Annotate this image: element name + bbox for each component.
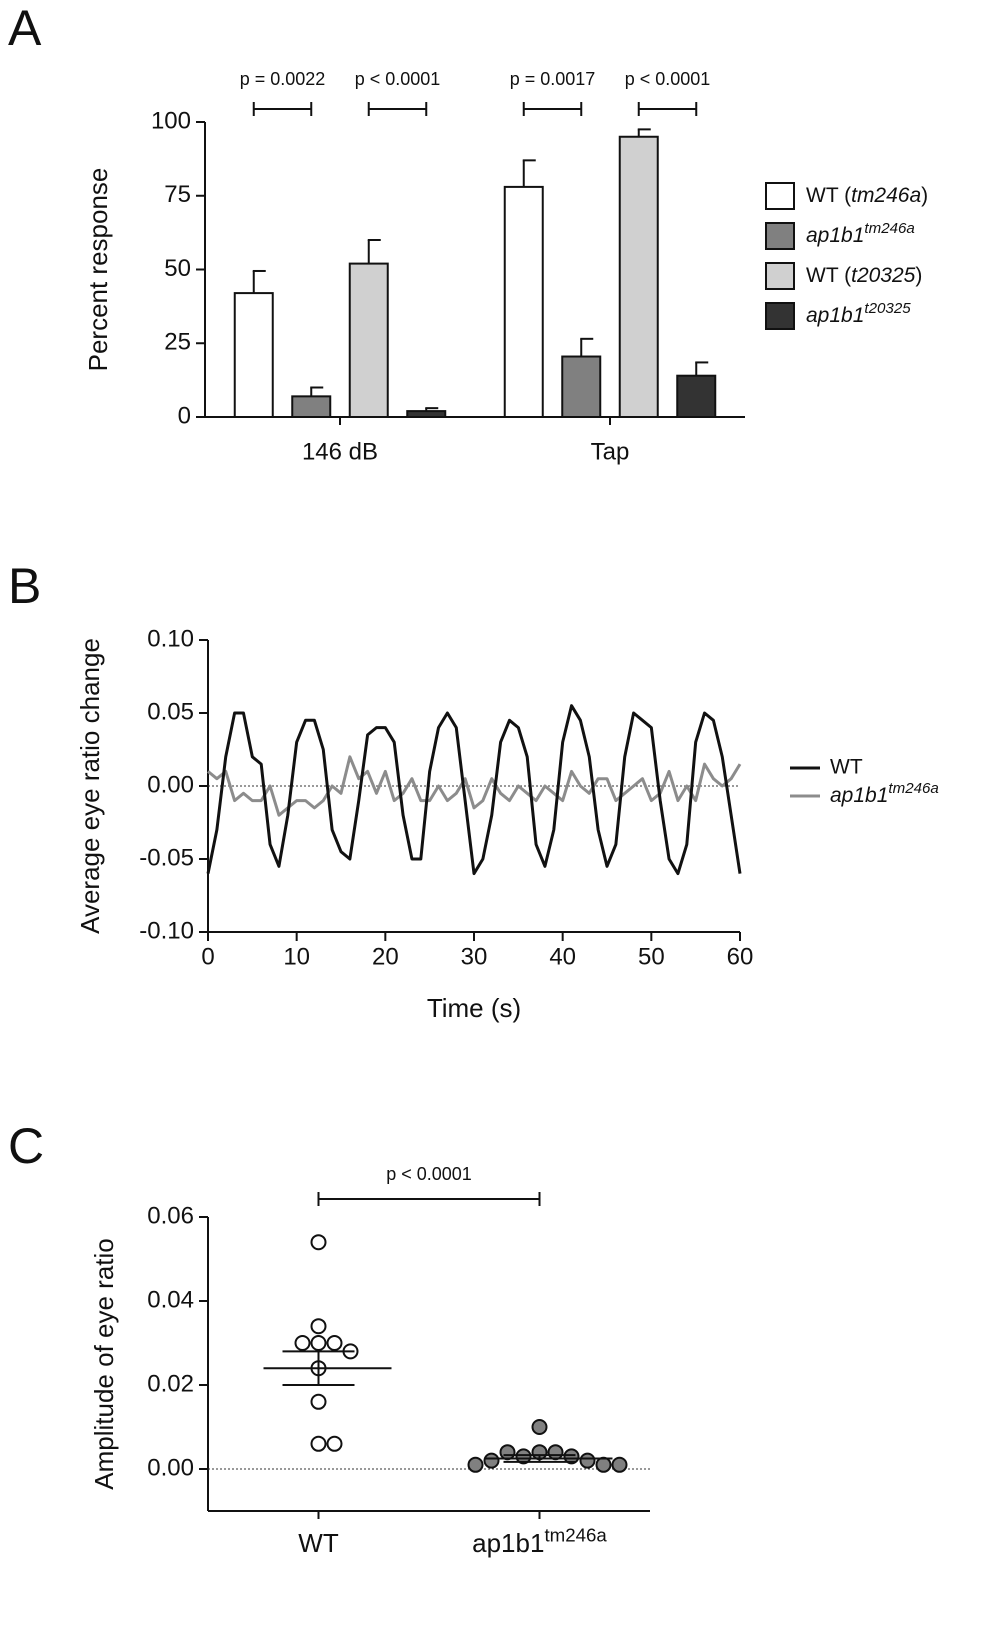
y-tick-label: 0.04 bbox=[147, 1286, 194, 1313]
data-point bbox=[310, 1318, 327, 1335]
y-tick-label: 100 bbox=[151, 107, 191, 134]
data-point bbox=[310, 1234, 327, 1251]
p-value: p < 0.0001 bbox=[625, 69, 711, 89]
legend-label: WT bbox=[830, 756, 863, 779]
significance-bracket bbox=[317, 1192, 541, 1206]
data-point bbox=[467, 1456, 484, 1473]
x-tick-label: Tap bbox=[591, 438, 630, 465]
x-tick-label: 20 bbox=[372, 943, 399, 970]
x-tick-label: 50 bbox=[638, 943, 665, 970]
y-tick-label: 0.02 bbox=[147, 1370, 194, 1397]
y-tick-label: 75 bbox=[164, 181, 191, 208]
y-tick-label: 0.00 bbox=[147, 771, 194, 798]
bar bbox=[348, 262, 389, 418]
legend-swatch bbox=[765, 302, 795, 330]
significance-bracket bbox=[252, 102, 313, 116]
bar bbox=[503, 185, 544, 418]
data-point bbox=[563, 1448, 580, 1465]
data-point bbox=[326, 1335, 343, 1351]
bar bbox=[676, 374, 717, 419]
x-tick-label: WT bbox=[298, 1528, 339, 1558]
data-line bbox=[207, 755, 742, 817]
x-axis-label: Time (s) bbox=[427, 993, 521, 1023]
y-tick-label: 0 bbox=[178, 402, 191, 429]
data-point bbox=[499, 1444, 516, 1461]
y-axis-label: Percent response bbox=[83, 168, 113, 372]
y-tick-label: -0.05 bbox=[139, 844, 194, 871]
y-axis-label: Amplitude of eye ratio bbox=[89, 1238, 119, 1489]
bar bbox=[291, 395, 332, 419]
significance-bracket bbox=[367, 102, 428, 116]
significance-bracket bbox=[637, 102, 698, 116]
y-tick-label: 25 bbox=[164, 329, 191, 356]
bar bbox=[561, 355, 602, 418]
y-tick-label: 0.06 bbox=[147, 1202, 194, 1229]
y-tick-label: 50 bbox=[164, 255, 191, 282]
bar bbox=[618, 135, 659, 418]
x-tick-label: 10 bbox=[283, 943, 310, 970]
p-value: p < 0.0001 bbox=[386, 1164, 472, 1184]
bar bbox=[233, 292, 274, 419]
legend-label: ap1b1t20325 bbox=[806, 300, 911, 326]
bar bbox=[406, 410, 447, 419]
panel-label: A bbox=[8, 0, 42, 56]
legend-swatch bbox=[765, 182, 795, 210]
data-point bbox=[483, 1452, 500, 1469]
data-point bbox=[579, 1452, 596, 1469]
y-tick-label: 0.05 bbox=[147, 698, 194, 725]
data-point bbox=[310, 1435, 327, 1452]
p-value: p < 0.0001 bbox=[355, 69, 441, 89]
y-tick-label: 0.00 bbox=[147, 1454, 194, 1481]
y-axis-label: Average eye ratio change bbox=[75, 638, 105, 934]
data-point bbox=[310, 1335, 327, 1351]
legend-label: ap1b1tm246a bbox=[806, 220, 915, 246]
data-point bbox=[595, 1456, 612, 1473]
data-point bbox=[310, 1393, 327, 1410]
legend-swatch bbox=[765, 262, 795, 290]
significance-bracket bbox=[522, 102, 583, 116]
legend-label: WT (t20325) bbox=[806, 264, 922, 287]
data-point bbox=[294, 1335, 311, 1351]
x-tick-label: 0 bbox=[201, 943, 214, 970]
y-tick-label: 0.10 bbox=[147, 625, 194, 652]
panel-label: B bbox=[8, 558, 41, 614]
p-value: p = 0.0017 bbox=[510, 69, 596, 89]
x-tick-label: 30 bbox=[461, 943, 488, 970]
y-tick-label: -0.10 bbox=[139, 917, 194, 944]
data-point bbox=[547, 1444, 564, 1461]
panel-label: C bbox=[8, 1118, 44, 1174]
p-value: p = 0.0022 bbox=[240, 69, 326, 89]
data-point bbox=[326, 1435, 343, 1452]
data-point bbox=[515, 1448, 532, 1465]
x-tick-label: 146 dB bbox=[302, 438, 378, 465]
x-tick-label: ap1b1tm246a bbox=[472, 1525, 607, 1558]
data-point bbox=[531, 1419, 548, 1435]
x-tick-label: 60 bbox=[727, 943, 754, 970]
data-line bbox=[206, 704, 742, 876]
x-tick-label: 40 bbox=[549, 943, 576, 970]
data-point bbox=[611, 1456, 628, 1473]
legend-swatch bbox=[765, 222, 795, 250]
legend-label: ap1b1tm246a bbox=[830, 780, 939, 806]
legend-label: WT (tm246a) bbox=[806, 184, 928, 207]
